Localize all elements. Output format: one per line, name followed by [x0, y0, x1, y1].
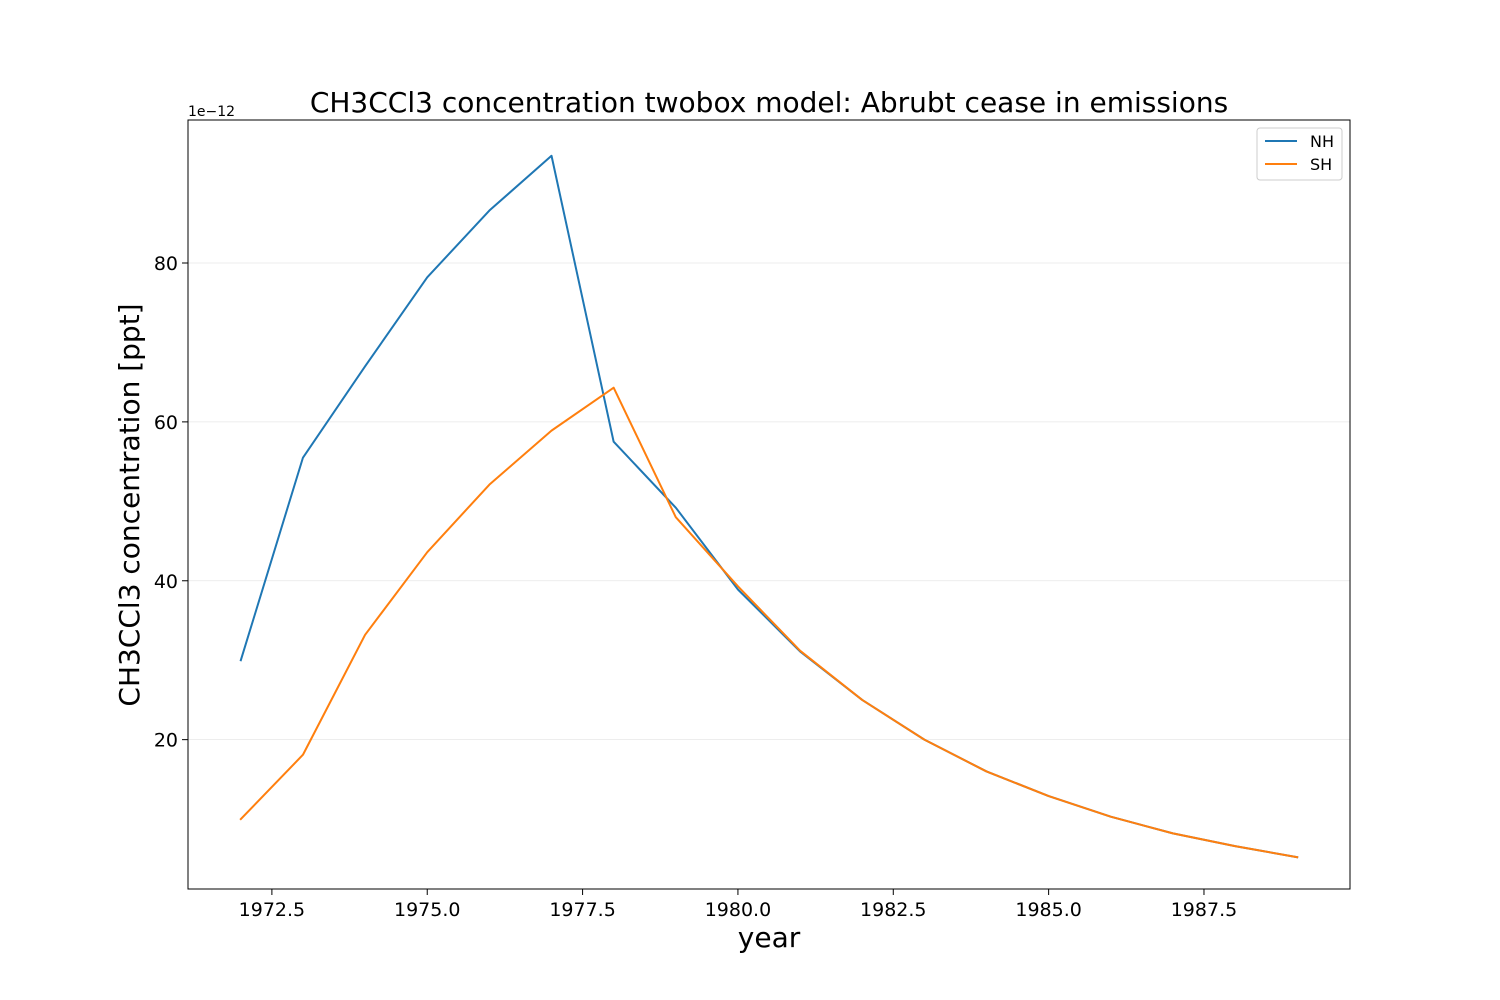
x-tick-label: 1987.5 [1171, 899, 1237, 921]
x-tick-label: 1975.0 [394, 899, 460, 921]
legend: NH SH [1256, 127, 1343, 181]
plot-frame [187, 119, 1351, 890]
y-offset-label: 1e−12 [188, 104, 235, 120]
x-tick-label: 1972.5 [239, 899, 305, 921]
x-tick-label: 1982.5 [860, 899, 926, 921]
x-tick-label: 1980.0 [705, 899, 771, 921]
x-axis-label: year [738, 921, 801, 954]
legend-label-nh: NH [1310, 132, 1334, 151]
x-tick-label: 1977.5 [549, 899, 615, 921]
y-tick-label: 40 [154, 571, 178, 593]
chart-title: CH3CCl3 concentration twobox model: Abru… [310, 86, 1228, 119]
series-line-sh [239, 386, 1299, 859]
y-tick-label: 20 [154, 730, 178, 752]
y-axis-label: CH3CCl3 concentration [ppt] [113, 303, 146, 706]
plot-background [188, 120, 1350, 889]
y-tick-label: 80 [154, 253, 178, 275]
plot-area [187, 119, 1351, 890]
x-axis: 1972.5 1975.0 1977.5 1980.0 1982.5 1985.0 1987… [239, 889, 1237, 921]
grid [188, 262, 1350, 741]
x-tick-label: 1985.0 [1015, 899, 1081, 921]
series-lines [239, 154, 1299, 859]
y-tick-label: 60 [154, 412, 178, 434]
legend-label-sh: SH [1310, 155, 1332, 174]
y-axis: 20 40 60 80 [154, 253, 188, 752]
